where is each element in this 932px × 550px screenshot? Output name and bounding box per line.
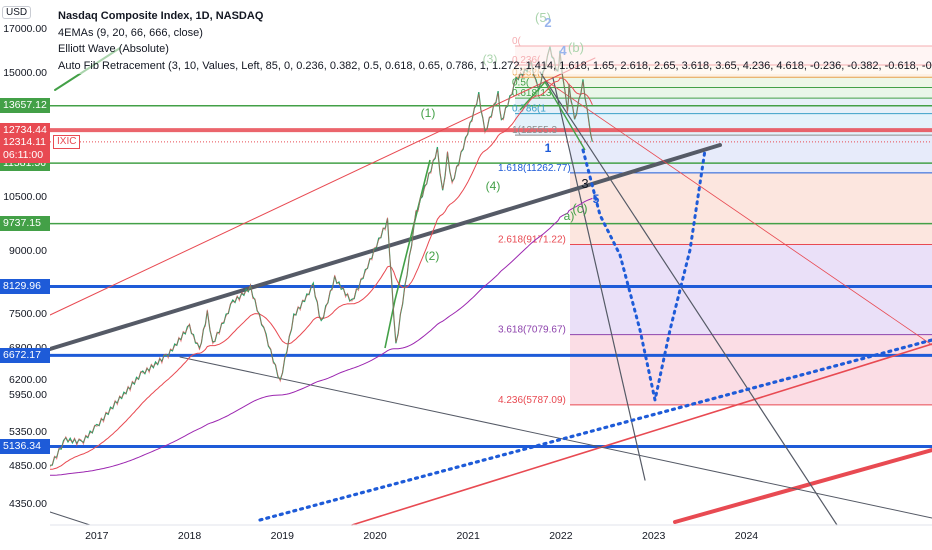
indicator-elliott[interactable]: Elliott Wave (Absolute) bbox=[58, 41, 932, 58]
red-line-thick bbox=[673, 448, 932, 524]
y-tick-label: 6200.00 bbox=[9, 374, 47, 387]
grey-line-corner bbox=[49, 511, 91, 526]
x-tick-2023: 2023 bbox=[642, 530, 666, 542]
wave-label-7: a) bbox=[564, 209, 575, 223]
wave-label-0: (1) bbox=[421, 106, 436, 120]
wave-label-12: 3 bbox=[581, 176, 588, 191]
x-tick-2018: 2018 bbox=[178, 530, 202, 542]
last-price-value: 12314.11 bbox=[3, 135, 47, 148]
fib-label-2.618: 2.618(9171.22) bbox=[498, 234, 566, 245]
wave-label-11: 1 bbox=[545, 141, 552, 155]
y-tick-label: 4850.00 bbox=[9, 459, 47, 472]
fib-zone-2 bbox=[570, 244, 932, 335]
x-tick-2017: 2017 bbox=[85, 530, 109, 542]
symbol-tag: IXIC bbox=[53, 134, 81, 149]
wave-label-6: (c) bbox=[572, 201, 587, 216]
price-series bbox=[49, 46, 593, 468]
ema-fast bbox=[50, 77, 593, 470]
wave-label-3: (4) bbox=[486, 179, 501, 193]
y-tick-label: 15000.00 bbox=[3, 66, 47, 79]
y-tick-label: 10500.00 bbox=[3, 190, 47, 203]
price-level-label: 5136.34 bbox=[0, 438, 50, 454]
axis-strip bbox=[0, 0, 50, 550]
chart-title: Nasdaq Composite Index, 1D, NASDAQ bbox=[58, 8, 932, 25]
grey-steep-1 bbox=[552, 77, 646, 481]
wave-label-1: (2) bbox=[425, 249, 440, 263]
price-level-label: 6672.17 bbox=[0, 347, 50, 363]
price-level-label: 13657.12 bbox=[0, 98, 50, 114]
y-tick-label: 9000.00 bbox=[9, 244, 47, 257]
price-level-label: 8129.96 bbox=[0, 278, 50, 294]
fib-label-0.5: 0.5( bbox=[512, 78, 530, 89]
fib-zone-1 bbox=[570, 172, 932, 245]
wave-connector-a bbox=[384, 159, 431, 349]
x-tick-2021: 2021 bbox=[456, 530, 480, 542]
x-tick-2019: 2019 bbox=[271, 530, 295, 542]
bar-countdown: 06:11:00 bbox=[3, 148, 44, 161]
projection-path bbox=[581, 148, 707, 401]
wave-label-10: 5 bbox=[593, 192, 600, 206]
price-line-down bbox=[49, 47, 593, 468]
indicator-ema[interactable]: 4EMAs (9, 20, 66, 666, close) bbox=[58, 24, 932, 41]
red-diag bbox=[544, 79, 932, 346]
grey-steep-2 bbox=[539, 71, 838, 526]
fib-zone-0 bbox=[570, 135, 932, 173]
price-level-label: 12734.44 bbox=[0, 122, 50, 138]
price-level-label: 9737.15 bbox=[0, 216, 50, 232]
red-channel-upper bbox=[49, 57, 596, 316]
wave-connector-b bbox=[519, 80, 586, 151]
fib-upper-zone-2 bbox=[515, 77, 932, 88]
blue-dotted-trend bbox=[258, 338, 932, 522]
fib-label-0.786: 0.786(1 bbox=[512, 104, 546, 115]
ema-lines bbox=[50, 77, 593, 476]
fib-label-1.618: 1.618(11262.77) bbox=[498, 163, 571, 174]
x-tick-2024: 2024 bbox=[735, 530, 759, 542]
y-tick-label: 5950.00 bbox=[9, 388, 47, 401]
y-tick-label: 4350.00 bbox=[9, 497, 47, 510]
ema-slow bbox=[50, 197, 593, 476]
main-trendline bbox=[48, 143, 722, 351]
x-tick-2022: 2022 bbox=[549, 530, 573, 542]
last-price-label: 12314.11 06:11:00 bbox=[0, 134, 50, 163]
fib-label-1: 1(12555.3 bbox=[512, 125, 557, 136]
y-tick-label: 7500.00 bbox=[9, 308, 47, 321]
x-tick-2020: 2020 bbox=[363, 530, 387, 542]
chart-legend: Nasdaq Composite Index, 1D, NASDAQ 4EMAs… bbox=[58, 8, 932, 74]
y-tick-label: 5350.00 bbox=[9, 425, 47, 438]
currency-badge[interactable]: USD bbox=[2, 6, 32, 19]
y-tick-label: 17000.00 bbox=[3, 22, 47, 35]
fib-label-3.618: 3.618(7079.67) bbox=[498, 325, 566, 336]
fib-label-4.236: 4.236(5787.09) bbox=[498, 395, 566, 406]
fib-label-0.618: 0.618(13 bbox=[512, 88, 552, 99]
red-channel-lower bbox=[351, 343, 932, 526]
grey-line-lower bbox=[179, 356, 932, 519]
indicator-fib[interactable]: Auto Fib Retracement (3, 10, Values, Lef… bbox=[58, 57, 932, 74]
fib-upper-zone-3 bbox=[515, 87, 932, 99]
